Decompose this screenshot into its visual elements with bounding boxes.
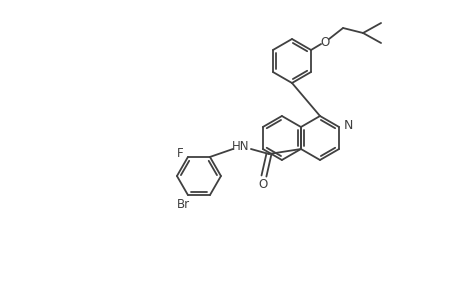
Text: O: O bbox=[258, 178, 267, 191]
Text: HN: HN bbox=[232, 140, 249, 152]
Text: Br: Br bbox=[176, 198, 189, 211]
Text: N: N bbox=[343, 118, 353, 131]
Text: O: O bbox=[320, 35, 329, 49]
Text: F: F bbox=[176, 147, 183, 161]
